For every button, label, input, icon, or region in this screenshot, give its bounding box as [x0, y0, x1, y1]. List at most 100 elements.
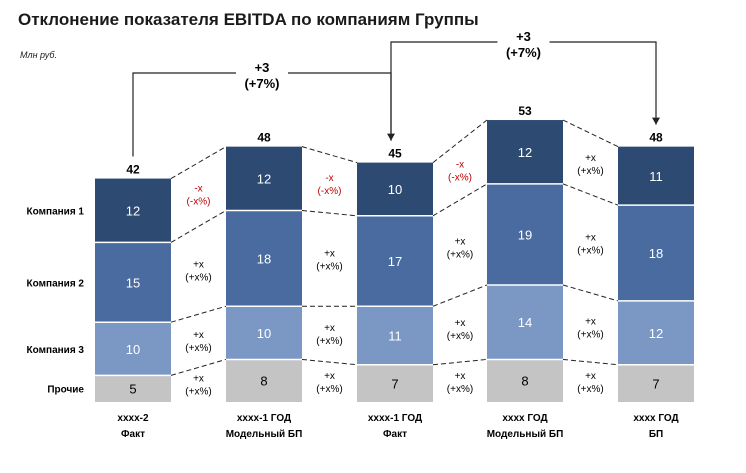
arrow-head-icon: [652, 117, 660, 125]
series-row-label: Компания 1: [27, 206, 85, 217]
bar-segment: [95, 322, 171, 376]
delta-label: +x (+x%): [185, 374, 211, 398]
comparison-label: +3: [516, 29, 531, 44]
segment-value-label: 5: [129, 382, 136, 397]
bar-segment: [618, 300, 694, 365]
segment-value-label: 11: [649, 169, 663, 184]
x-tick-label: хххх ГОД: [502, 413, 547, 424]
bar-total-label: 48: [649, 131, 663, 145]
delta-label: +x (+x%): [316, 323, 342, 347]
segment-value-label: 14: [518, 315, 532, 330]
connector-line: [170, 210, 227, 243]
series-row-label: Компания 3: [27, 345, 85, 356]
delta-label: -x (-x%): [448, 160, 472, 184]
x-tick-label: Факт: [121, 429, 145, 440]
comparison-label-bg: [497, 28, 550, 60]
segment-value-label: 18: [649, 246, 663, 261]
segment-value-label: 8: [260, 374, 267, 389]
bar-segment: [95, 178, 171, 243]
bar-segment: [95, 242, 171, 323]
delta-label: +x (+x%): [447, 318, 473, 342]
delta-label: +x (+x%): [577, 371, 603, 395]
comparison-label: (+7%): [244, 76, 279, 91]
series-row-label: Компания 2: [27, 278, 85, 289]
x-tick-label: хххх-2: [117, 413, 149, 424]
segment-value-label: 19: [518, 227, 532, 242]
bar-segment: [487, 284, 563, 360]
bar-total-label: 48: [257, 131, 271, 145]
bar-segment: [226, 146, 302, 211]
connector-line: [170, 305, 227, 323]
comparison-label: +3: [255, 60, 270, 75]
chart-title: Отклонение показателя EBITDA по компания…: [18, 10, 479, 29]
segment-value-label: 18: [257, 251, 271, 266]
segment-value-label: 10: [257, 326, 271, 341]
bar-segment: [357, 162, 433, 216]
connector-line: [170, 146, 227, 179]
delta-label: -x (-x%): [187, 184, 211, 208]
delta-label: +x (+x%): [185, 259, 211, 283]
bar-segment: [618, 364, 694, 402]
comparison-label-bg: [236, 59, 288, 91]
bar-segment: [226, 306, 302, 360]
connector-line: [301, 209, 358, 217]
connector-line: [432, 358, 488, 366]
bar-segment: [487, 120, 563, 184]
connector-line: [301, 358, 358, 366]
delta-label: +x (+x%): [577, 233, 603, 257]
segment-value-label: 11: [388, 329, 402, 344]
segment-value-label: 7: [652, 376, 659, 391]
segment-value-label: 10: [126, 342, 140, 357]
connector-line: [562, 358, 619, 366]
series-row-label: Прочие: [47, 385, 84, 396]
connector-line: [562, 284, 619, 302]
delta-label: +x (+x%): [185, 330, 211, 354]
bar-total-label: 42: [126, 163, 140, 177]
delta-label: +x (+x%): [577, 153, 603, 177]
connector-line: [301, 146, 358, 164]
bar-segment: [95, 375, 171, 402]
connector-line: [432, 183, 488, 217]
x-tick-label: Модельный БП: [226, 429, 303, 440]
segment-value-label: 12: [649, 326, 663, 341]
segment-value-label: 10: [388, 182, 402, 197]
bar-total-label: 45: [388, 147, 402, 161]
bar-total-label: 53: [518, 104, 532, 118]
segment-value-label: 12: [518, 145, 532, 160]
segment-value-label: 12: [257, 172, 271, 187]
delta-label: +x (+x%): [577, 317, 603, 341]
segment-value-label: 17: [388, 254, 402, 269]
bar-segment: [357, 306, 433, 365]
bar-segment: [618, 146, 694, 206]
delta-label: -x (-x%): [318, 173, 342, 197]
bar-segment: [357, 364, 433, 402]
connector-lines: [132, 28, 660, 376]
segment-value-label: 8: [521, 374, 528, 389]
x-tick-label: Факт: [383, 429, 407, 440]
delta-label: +x (+x%): [316, 371, 342, 395]
bar-segment: [226, 210, 302, 307]
x-tick-label: хххх-1 ГОД: [368, 413, 422, 424]
x-tick-label: хххх-1 ГОД: [237, 413, 291, 424]
comparison-label: (+7%): [506, 45, 541, 60]
bar-segment: [487, 359, 563, 402]
bar-segment: [487, 183, 563, 285]
segment-value-label: 15: [126, 275, 140, 290]
unit-label: Млн руб.: [20, 50, 57, 60]
connector-line: [432, 119, 488, 163]
bar-segment: [618, 205, 694, 301]
x-tick-label: Модельный БП: [487, 429, 564, 440]
bar-segment: [226, 359, 302, 402]
delta-label: +x (+x%): [316, 249, 342, 273]
bar-segment: [357, 215, 433, 307]
connector-line: [562, 119, 619, 148]
chart-text: 5 10 15 12 42 хххх-2 Факт 8 10 18 12 48 хххх-1 ГОД Мо…: [27, 29, 679, 440]
segment-value-label: 7: [391, 376, 398, 391]
connector-line: [432, 284, 488, 307]
x-tick-label: БП: [649, 429, 663, 440]
connector-line: [562, 183, 619, 206]
delta-label: +x (+x%): [447, 237, 473, 261]
x-tick-label: хххх ГОД: [633, 413, 678, 424]
connector-line: [170, 358, 227, 376]
